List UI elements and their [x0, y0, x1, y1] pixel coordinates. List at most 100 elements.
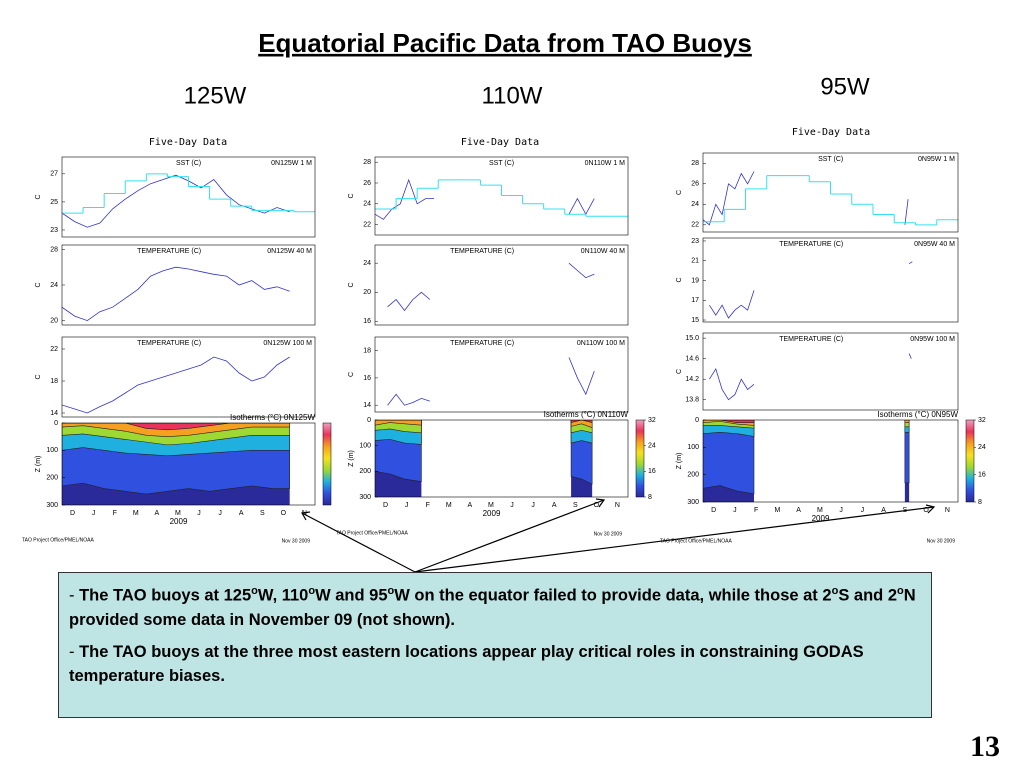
panel-header: Five-Day Data: [149, 137, 227, 148]
plot-area: [387, 357, 595, 406]
plot-area: [709, 353, 912, 401]
note-text: W on the equator failed to provide data,…: [394, 586, 832, 605]
subplot-title: TEMPERATURE (C): [779, 336, 843, 343]
subplot: TEMPERATURE (C) 0N110W 40 M 16 20 24 C: [348, 244, 629, 326]
x-tick-label: N: [302, 510, 307, 517]
y-axis-label: C: [35, 282, 42, 287]
x-tick-label: S: [260, 510, 265, 517]
y-tick-label: 300: [46, 502, 58, 509]
y-axis-label: Z (m): [348, 450, 355, 467]
credit: TAO Project Office/PMEL/NOAA: [336, 530, 408, 536]
y-tick-label: 18: [363, 347, 371, 354]
x-tick-label: A: [239, 510, 244, 517]
y-axis-label: C: [348, 372, 355, 377]
y-tick-label: 16: [363, 375, 371, 382]
subplot: TEMPERATURE (C) 0N95W 100 M 13.8 14.2 14.6 15…: [676, 332, 959, 411]
colorbar-label: 8: [978, 499, 982, 506]
station-label: 0N125W 1 M: [271, 160, 312, 167]
plot-frame: [374, 336, 629, 413]
isotherm-band: [904, 420, 910, 424]
note-text: The TAO buoys at the three most eastern …: [69, 642, 864, 685]
plot-frame: [374, 156, 629, 236]
y-tick-label: 23: [691, 238, 699, 245]
isotherm-band: [904, 420, 910, 484]
y-tick-label: 200: [46, 475, 58, 482]
y-tick-label: 22: [363, 221, 371, 228]
colorbar-label: 32: [648, 417, 656, 424]
superscript: o: [831, 585, 839, 597]
y-tick-label: 100: [359, 443, 371, 450]
plot-frame: [702, 237, 959, 323]
plot-area: [62, 423, 291, 505]
y-tick-label: 21: [691, 258, 699, 265]
x-tick-label: D: [711, 507, 716, 514]
x-tick-label: J: [839, 507, 843, 514]
x-tick-label: A: [155, 510, 160, 517]
y-tick-label: 28: [691, 160, 699, 167]
y-tick-label: 26: [363, 180, 371, 187]
y-axis-label: C: [348, 282, 355, 287]
y-tick-label: 13.8: [685, 397, 699, 404]
plot-frame: [702, 152, 959, 233]
y-tick-label: 18: [50, 378, 58, 385]
subplot: TEMPERATURE (C) 0N125W 100 M 14 18 22 C: [35, 336, 316, 418]
plot-frame: [61, 156, 316, 238]
colorbar-label: 32: [978, 417, 986, 424]
plot-frame: [61, 336, 316, 418]
x-tick-label: M: [488, 502, 494, 509]
plot-frame: [61, 422, 316, 506]
subplot-title: Isotherms (°C) 0N125W: [230, 413, 315, 422]
y-tick-label: 14.2: [685, 376, 699, 383]
colorbar-label: 24: [978, 444, 986, 451]
y-tick-label: 15: [691, 317, 699, 324]
x-tick-label: M: [817, 507, 823, 514]
colorbar-label: 24: [648, 443, 656, 450]
note-dash: -: [69, 586, 75, 605]
y-tick-label: 16: [363, 318, 371, 325]
date: Nov 30 2009: [594, 531, 623, 537]
x-tick-label: J: [218, 510, 222, 517]
note-text: W and 95: [315, 586, 388, 605]
x-tick-label: J: [92, 510, 96, 517]
y-tick-label: 14: [50, 410, 58, 417]
y-tick-label: 17: [691, 297, 699, 304]
subplot-title: SST (C): [818, 156, 843, 163]
x-tick-label: D: [70, 510, 75, 517]
y-tick-label: 19: [691, 277, 699, 284]
subplot-title: SST (C): [489, 160, 514, 167]
x-tick-label: A: [552, 502, 557, 509]
plot-area: [703, 420, 910, 502]
subplot-title: TEMPERATURE (C): [137, 248, 201, 255]
colorbar: [965, 419, 975, 503]
subplot: TEMPERATURE (C) 0N95W 40 M 15 17 19 21 23 C: [676, 237, 959, 324]
x-tick-label: J: [861, 507, 865, 514]
x-tick-label: M: [446, 502, 452, 509]
subplot-title: TEMPERATURE (C): [779, 241, 843, 248]
x-tick-label: O: [594, 502, 600, 509]
y-tick-label: 100: [46, 447, 58, 454]
plot-area: [709, 261, 913, 319]
plot-frame: [61, 244, 316, 326]
y-axis-label: C: [348, 193, 355, 198]
y-axis-label: Z (m): [35, 456, 42, 473]
x-tick-label: J: [531, 502, 535, 509]
x-tick-label: J: [405, 502, 409, 509]
x-tick-label: O: [281, 510, 287, 517]
notes-box: - The TAO buoys at 125oW, 110oW and 95oW…: [58, 572, 932, 718]
y-tick-label: 22: [691, 222, 699, 229]
data-line: [62, 266, 290, 322]
note-text: N provided some data in November 09 (not…: [69, 586, 916, 629]
plot-frame: [702, 419, 959, 503]
note-dash: -: [69, 642, 75, 661]
x-tick-label: J: [510, 502, 514, 509]
y-axis-label: C: [676, 190, 683, 195]
colorbar: [635, 419, 645, 498]
arrows: [301, 498, 936, 573]
data-line: [387, 357, 595, 406]
subplot-title: Isotherms (°C) 0N110W: [544, 410, 629, 419]
plot-area: [62, 173, 315, 228]
y-tick-label: 23: [50, 227, 58, 234]
superscript: o: [897, 585, 904, 597]
y-tick-label: 300: [359, 494, 371, 501]
